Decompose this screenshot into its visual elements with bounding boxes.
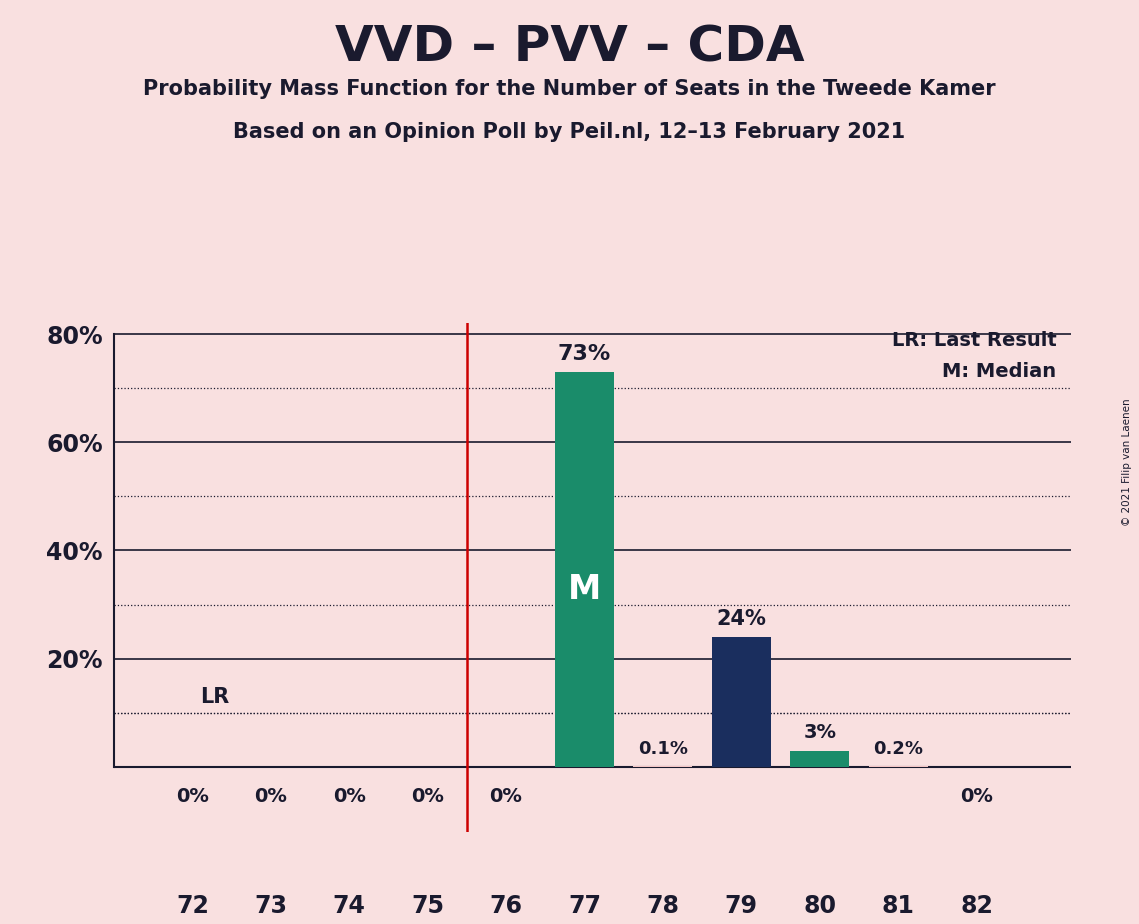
Text: M: Median: M: Median (942, 361, 1056, 381)
Text: 0%: 0% (333, 787, 366, 806)
Text: 0.1%: 0.1% (638, 740, 688, 758)
Text: 73%: 73% (558, 344, 611, 364)
Text: 24%: 24% (716, 609, 767, 629)
Bar (790, 750, 849, 767)
Text: 0.2%: 0.2% (874, 739, 923, 758)
Bar (712, 637, 771, 767)
Text: 3%: 3% (803, 723, 836, 742)
Text: 0%: 0% (490, 787, 523, 806)
Bar (869, 766, 927, 767)
Text: © 2021 Filip van Laenen: © 2021 Filip van Laenen (1122, 398, 1132, 526)
Bar (555, 372, 614, 767)
Text: 0%: 0% (254, 787, 287, 806)
Text: LR: Last Result: LR: Last Result (892, 331, 1056, 350)
Text: LR: LR (200, 687, 229, 707)
Text: 0%: 0% (960, 787, 993, 806)
Text: 0%: 0% (175, 787, 208, 806)
Text: 0%: 0% (411, 787, 444, 806)
Text: Based on an Opinion Poll by Peil.nl, 12–13 February 2021: Based on an Opinion Poll by Peil.nl, 12–… (233, 122, 906, 142)
Text: VVD – PVV – CDA: VVD – PVV – CDA (335, 23, 804, 71)
Text: Probability Mass Function for the Number of Seats in the Tweede Kamer: Probability Mass Function for the Number… (144, 79, 995, 99)
Text: M: M (568, 573, 601, 605)
